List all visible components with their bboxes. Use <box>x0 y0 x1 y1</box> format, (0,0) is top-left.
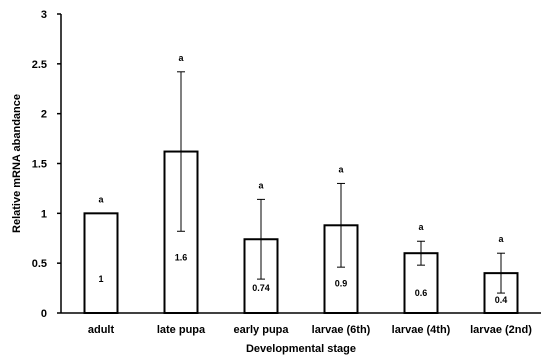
y-ticks: 0 0.5 1 1.5 2 2.5 3 <box>32 9 61 320</box>
significance-letter: a <box>498 234 504 244</box>
significance-letter: a <box>258 180 264 190</box>
significance-letter: a <box>178 53 184 63</box>
x-axis-title: Developmental stage <box>246 343 356 355</box>
y-tick-label: 0.5 <box>32 258 47 270</box>
data-label: 0.6 <box>415 288 428 298</box>
x-tick-label: larvae (4th) <box>392 324 451 336</box>
y-tick-label: 0 <box>41 308 47 320</box>
significance-letter: a <box>98 194 104 204</box>
x-tick-label: larvae (2nd) <box>470 324 532 336</box>
bars <box>83 150 519 315</box>
significance-letter: a <box>338 164 344 174</box>
data-label: 1.6 <box>175 252 188 262</box>
data-labels: 1 1.6 0.74 0.9 0.6 0.4 <box>98 252 507 305</box>
axes <box>60 14 541 314</box>
category-labels: adult late pupa early pupa larvae (6th) larv… <box>88 324 532 336</box>
data-label: 0.9 <box>335 278 348 288</box>
significance-letter: a <box>418 222 424 232</box>
x-tick-label: late pupa <box>157 324 206 336</box>
y-tick-label: 2 <box>41 109 47 121</box>
x-tick-label: adult <box>88 324 115 336</box>
y-tick-label: 1.5 <box>32 159 47 171</box>
y-axis-title: Relative mRNA abandance <box>11 94 23 233</box>
y-tick-label: 3 <box>41 9 47 21</box>
data-label: 1 <box>98 274 103 284</box>
y-tick-label: 1 <box>41 208 47 220</box>
data-label: 0.74 <box>252 283 270 293</box>
data-label: 0.4 <box>495 295 508 305</box>
significance-labels: a a a a a a <box>98 53 504 244</box>
error-bars <box>177 71 505 294</box>
x-tick-label: early pupa <box>233 324 289 336</box>
x-tick-label: larvae (6th) <box>312 324 371 336</box>
bar <box>83 212 119 314</box>
y-tick-label: 2.5 <box>32 59 47 71</box>
